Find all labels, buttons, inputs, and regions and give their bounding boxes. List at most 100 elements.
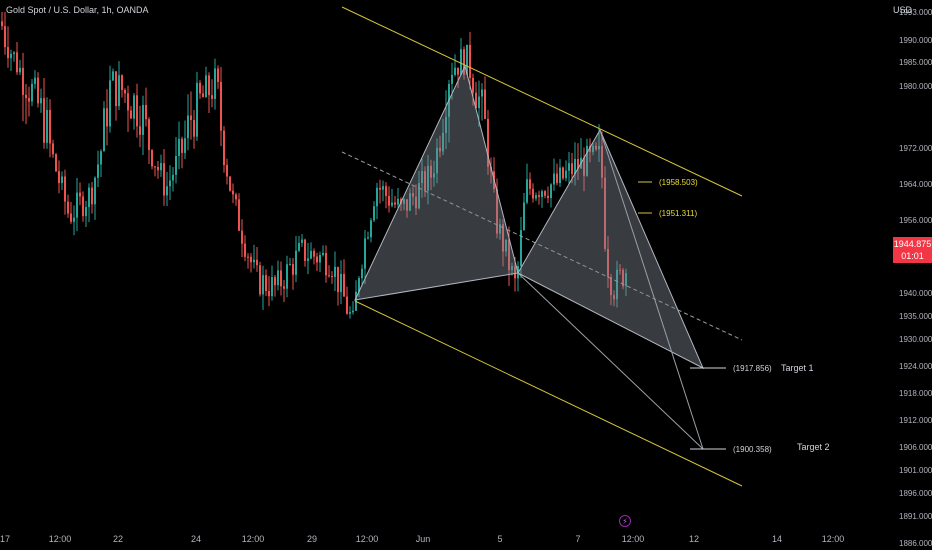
candle-body [559, 167, 561, 184]
candle-body [154, 166, 156, 168]
candle-body [553, 173, 555, 185]
candle-body [139, 126, 141, 135]
candle-body [415, 196, 417, 209]
candle-body [463, 49, 465, 75]
price-annotation: (1951.311) [659, 209, 697, 218]
candle-body [118, 75, 120, 107]
candle-body [94, 177, 96, 205]
candle-body [127, 93, 129, 111]
price-annotation: (1917.856) [733, 364, 772, 373]
candle-body [10, 53, 12, 59]
candle-body [619, 269, 621, 271]
candle-body [346, 296, 348, 314]
candle-body [256, 259, 258, 266]
price-tick-label: 1906.000 [899, 443, 932, 452]
candle-body [163, 163, 165, 196]
candle-body [175, 156, 177, 175]
time-tick-label: 14 [772, 534, 782, 544]
price-annotation: (1958.503) [659, 178, 698, 187]
candle-body [79, 192, 81, 197]
candle-body [340, 274, 342, 293]
candle-body [367, 237, 369, 239]
candle-body [142, 104, 144, 135]
candle-body [499, 224, 501, 234]
candle-body [67, 201, 69, 214]
price-tick-label: 1901.000 [899, 466, 932, 475]
candle-body [328, 275, 330, 277]
channel-lower-line [354, 300, 743, 487]
candle-body [97, 164, 99, 178]
time-tick-label: 12:00 [822, 534, 845, 544]
projection-line [517, 272, 704, 450]
candle-body [274, 277, 276, 286]
candle-body [202, 93, 204, 97]
candle-body [217, 68, 219, 82]
target-label: Target 1 [781, 363, 814, 373]
candle-body [616, 269, 618, 300]
candle-body [148, 119, 150, 151]
candle-body [49, 109, 51, 144]
candle-body [187, 115, 189, 139]
candle-body [406, 199, 408, 211]
flash-icon[interactable]: ⚡ [619, 515, 631, 527]
candle-body [235, 194, 237, 200]
candle-body [262, 275, 264, 295]
candle-body [562, 167, 564, 179]
candle-body [382, 186, 384, 190]
candle-body [352, 310, 354, 313]
channel-upper-line [341, 6, 743, 197]
candle-body [514, 266, 516, 279]
time-tick-label: 5 [497, 534, 502, 544]
candle-body [496, 189, 498, 234]
time-tick-label: 12:00 [49, 534, 72, 544]
candle-body [403, 199, 405, 204]
candle-body [133, 95, 135, 119]
price-tick-label: 1956.000 [899, 216, 932, 225]
candle-body [91, 187, 93, 205]
candle-body [421, 171, 423, 184]
candle-body [145, 104, 147, 120]
candle-body [331, 276, 333, 278]
candle-body [574, 158, 576, 175]
price-tick-label: 1886.000 [899, 539, 932, 548]
pattern-triangle-2 [517, 128, 705, 370]
price-axis[interactable]: 1993.000 1990.000 1985.000 1980.000 1972.000… [899, 8, 932, 548]
candle-body [313, 250, 315, 257]
price-tick-label: 1935.000 [899, 312, 932, 321]
candle-body [442, 133, 444, 152]
candle-body [124, 89, 126, 94]
candle-body [427, 165, 429, 191]
candle-body [535, 195, 537, 199]
candle-body [544, 191, 546, 196]
candle-body [379, 187, 381, 190]
candle-body [325, 253, 327, 276]
candle-body [298, 242, 300, 251]
time-tick-label: 24 [191, 534, 201, 544]
candle-body [205, 75, 207, 97]
candle-body [229, 176, 231, 191]
candle-body [538, 195, 540, 198]
candle-body [484, 89, 486, 119]
candle-body [151, 150, 153, 167]
price-annotation: (1900.358) [733, 445, 772, 454]
candle-body [586, 145, 588, 176]
candle-body [28, 98, 30, 102]
candle-body [253, 259, 255, 263]
candle-body [280, 270, 282, 287]
candle-body [76, 192, 78, 218]
target-label: Target 2 [797, 442, 830, 452]
candle-body [505, 239, 507, 252]
candle-body [481, 89, 483, 97]
candle-body [277, 270, 279, 286]
candle-body [160, 163, 162, 171]
candle-body [508, 239, 510, 271]
candle-body [4, 26, 6, 48]
candle-body [316, 256, 318, 263]
candle-body [31, 83, 33, 102]
candle-body [565, 170, 567, 179]
time-axis[interactable]: 17 12:00 22 24 12:00 29 12:00 Jun 5 7 12:00 12 14 12:… [0, 534, 844, 544]
candle-body [22, 67, 24, 95]
candle-body [397, 198, 399, 205]
price-tick-label: 1972.000 [899, 144, 932, 153]
